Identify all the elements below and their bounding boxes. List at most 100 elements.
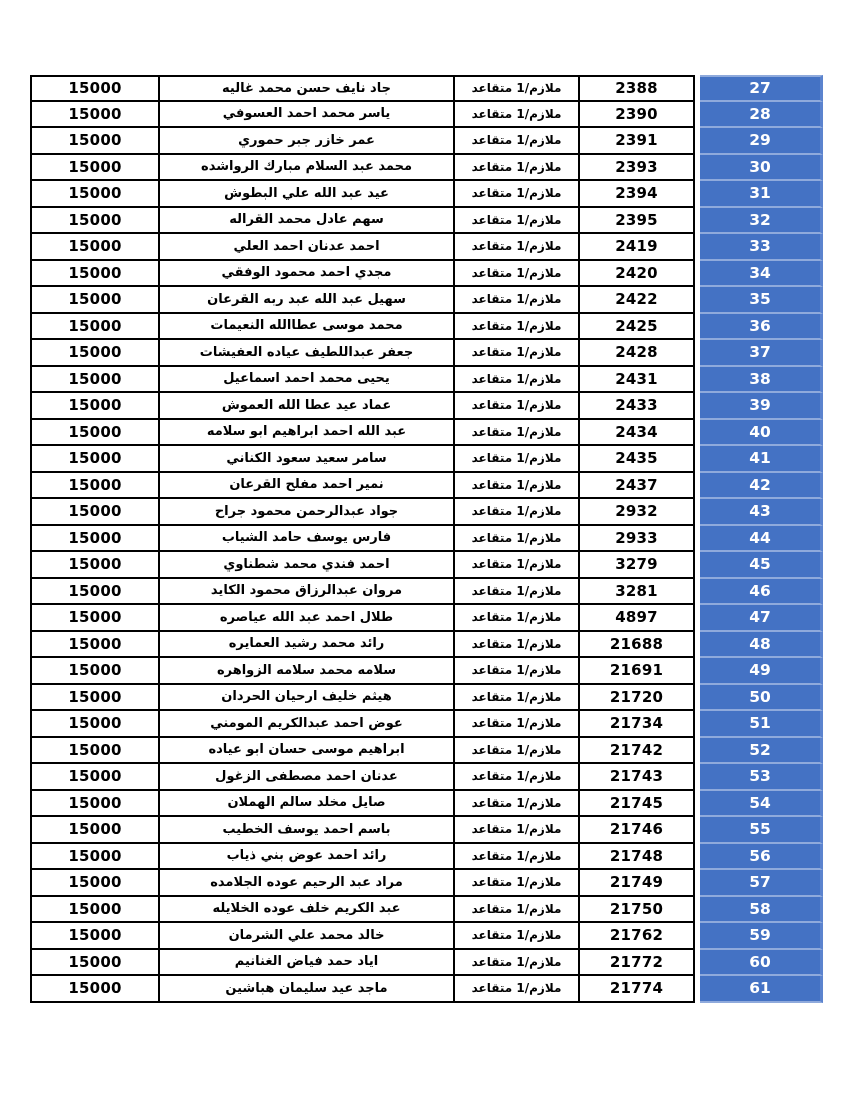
rank-cell: ملازم/1 متقاعد xyxy=(455,260,580,287)
amount-cell: 15000 xyxy=(30,949,160,976)
rank-cell: ملازم/1 متقاعد xyxy=(455,896,580,923)
rank-cell: ملازم/1 متقاعد xyxy=(455,870,580,897)
id-cell: 21749 xyxy=(580,870,695,897)
amount-cell: 15000 xyxy=(30,366,160,393)
id-cell: 21772 xyxy=(580,949,695,976)
rank-cell: ملازم/1 متقاعد xyxy=(455,817,580,844)
id-cell: 2434 xyxy=(580,419,695,446)
table-row: 15000 عوض احمد عبدالكريم المومني ملازم/1… xyxy=(30,711,823,738)
id-cell: 2390 xyxy=(580,101,695,128)
rank-cell: ملازم/1 متقاعد xyxy=(455,75,580,102)
id-cell: 2419 xyxy=(580,234,695,261)
table-row: 15000 عمر خازر جبر حموري ملازم/1 متقاعد … xyxy=(30,128,823,155)
name-cell: احمد فندي محمد شطناوي xyxy=(160,552,455,579)
amount-cell: 15000 xyxy=(30,896,160,923)
id-cell: 2388 xyxy=(580,75,695,102)
amount-cell: 15000 xyxy=(30,843,160,870)
name-cell: رائد محمد رشيد العمايره xyxy=(160,631,455,658)
rank-cell: ملازم/1 متقاعد xyxy=(455,393,580,420)
rank-cell: ملازم/1 متقاعد xyxy=(455,976,580,1003)
name-cell: سهيل عبد الله عبد ربه القرعان xyxy=(160,287,455,314)
name-cell: نمير احمد مفلح القرعان xyxy=(160,472,455,499)
id-cell: 2420 xyxy=(580,260,695,287)
rank-cell: ملازم/1 متقاعد xyxy=(455,472,580,499)
amount-cell: 15000 xyxy=(30,340,160,367)
table-row: 15000 سهيل عبد الله عبد ربه القرعان ملاز… xyxy=(30,287,823,314)
id-cell: 2932 xyxy=(580,499,695,526)
serial-number-cell: 34 xyxy=(700,260,823,287)
name-cell: مروان عبدالرزاق محمود الكايد xyxy=(160,578,455,605)
table-row: 15000 مجدي احمد محمود الوفقي ملازم/1 متق… xyxy=(30,260,823,287)
table-row: 15000 فارس يوسف حامد الشياب ملازم/1 متقا… xyxy=(30,525,823,552)
serial-number-cell: 60 xyxy=(700,949,823,976)
serial-number-cell: 30 xyxy=(700,154,823,181)
rank-cell: ملازم/1 متقاعد xyxy=(455,923,580,950)
serial-number-cell: 45 xyxy=(700,552,823,579)
serial-number-cell: 52 xyxy=(700,737,823,764)
rank-cell: ملازم/1 متقاعد xyxy=(455,605,580,632)
amount-cell: 15000 xyxy=(30,499,160,526)
serial-number-cell: 33 xyxy=(700,234,823,261)
name-cell: ماجد عيد سليمان هباشين xyxy=(160,976,455,1003)
amount-cell: 15000 xyxy=(30,711,160,738)
table-row: 15000 هيثم خليف ارحيان الحردان ملازم/1 م… xyxy=(30,684,823,711)
rank-cell: ملازم/1 متقاعد xyxy=(455,340,580,367)
rank-cell: ملازم/1 متقاعد xyxy=(455,128,580,155)
amount-cell: 15000 xyxy=(30,128,160,155)
table-row: 15000 عدنان احمد مصطفى الزغول ملازم/1 مت… xyxy=(30,764,823,791)
name-cell: باسم احمد يوسف الخطيب xyxy=(160,817,455,844)
id-cell: 21691 xyxy=(580,658,695,685)
amount-cell: 15000 xyxy=(30,525,160,552)
serial-number-cell: 50 xyxy=(700,684,823,711)
rank-cell: ملازم/1 متقاعد xyxy=(455,658,580,685)
serial-number-cell: 32 xyxy=(700,207,823,234)
name-cell: محمد موسى عطاالله النعيمات xyxy=(160,313,455,340)
id-cell: 21774 xyxy=(580,976,695,1003)
table-row: 15000 ياسر محمد احمد العسوفي ملازم/1 متق… xyxy=(30,101,823,128)
table-row: 15000 نمير احمد مفلح القرعان ملازم/1 متق… xyxy=(30,472,823,499)
amount-cell: 15000 xyxy=(30,578,160,605)
serial-number-cell: 36 xyxy=(700,313,823,340)
id-cell: 2435 xyxy=(580,446,695,473)
amount-cell: 15000 xyxy=(30,313,160,340)
name-cell: جعفر عبداللطيف عياده العفيشات xyxy=(160,340,455,367)
id-cell: 21745 xyxy=(580,790,695,817)
name-cell: جواد عبدالرحمن محمود جراح xyxy=(160,499,455,526)
id-cell: 2933 xyxy=(580,525,695,552)
table-row: 15000 مراد عبد الرحيم عوده الجلامده ملاز… xyxy=(30,870,823,897)
table-row: 15000 عيد عبد الله علي البطوش ملازم/1 مت… xyxy=(30,181,823,208)
name-cell: سهم عادل محمد القراله xyxy=(160,207,455,234)
amount-cell: 15000 xyxy=(30,393,160,420)
id-cell: 21720 xyxy=(580,684,695,711)
name-cell: طلال احمد عبد الله عياصره xyxy=(160,605,455,632)
table-row: 15000 عبد الله احمد ابراهيم ابو سلامه مل… xyxy=(30,419,823,446)
name-cell: فارس يوسف حامد الشياب xyxy=(160,525,455,552)
serial-number-cell: 43 xyxy=(700,499,823,526)
amount-cell: 15000 xyxy=(30,684,160,711)
amount-cell: 15000 xyxy=(30,446,160,473)
serial-number-cell: 56 xyxy=(700,843,823,870)
table-row: 15000 احمد عدنان احمد العلي ملازم/1 متقا… xyxy=(30,234,823,261)
rank-cell: ملازم/1 متقاعد xyxy=(455,711,580,738)
rank-cell: ملازم/1 متقاعد xyxy=(455,843,580,870)
name-cell: سامر سعيد سعود الكناني xyxy=(160,446,455,473)
id-cell: 2393 xyxy=(580,154,695,181)
amount-cell: 15000 xyxy=(30,154,160,181)
table-row: 15000 ابراهيم موسى حسان ابو عياده ملازم/… xyxy=(30,737,823,764)
rank-cell: ملازم/1 متقاعد xyxy=(455,525,580,552)
name-cell: ياسر محمد احمد العسوفي xyxy=(160,101,455,128)
serial-number-cell: 31 xyxy=(700,181,823,208)
id-cell: 21748 xyxy=(580,843,695,870)
rank-cell: ملازم/1 متقاعد xyxy=(455,949,580,976)
table-row: 15000 طلال احمد عبد الله عياصره ملازم/1 … xyxy=(30,605,823,632)
name-cell: رائد احمد عوض بني ذياب xyxy=(160,843,455,870)
rank-cell: ملازم/1 متقاعد xyxy=(455,287,580,314)
name-cell: عبد الكريم خلف عوده الخلايله xyxy=(160,896,455,923)
rank-cell: ملازم/1 متقاعد xyxy=(455,207,580,234)
rank-cell: ملازم/1 متقاعد xyxy=(455,366,580,393)
id-cell: 21762 xyxy=(580,923,695,950)
serial-number-cell: 47 xyxy=(700,605,823,632)
serial-number-cell: 44 xyxy=(700,525,823,552)
table-row: 15000 باسم احمد يوسف الخطيب ملازم/1 متقا… xyxy=(30,817,823,844)
